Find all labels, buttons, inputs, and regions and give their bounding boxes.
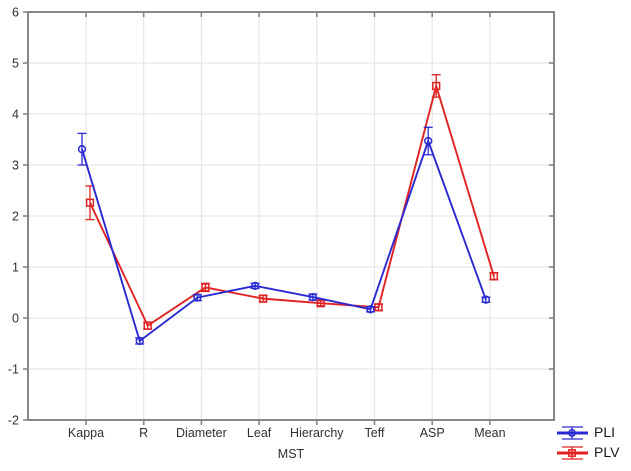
square-marker bbox=[432, 81, 441, 91]
x-category-label: Diameter bbox=[176, 426, 227, 440]
x-category-label: Leaf bbox=[247, 426, 272, 440]
y-tick-label: 0 bbox=[12, 312, 19, 326]
square-marker bbox=[143, 321, 152, 330]
square-marker bbox=[374, 303, 383, 312]
circle-marker bbox=[250, 281, 260, 291]
x-category-label: Teff bbox=[365, 426, 385, 440]
legend-item-plv: PLV bbox=[556, 443, 619, 462]
legend-label-pli: PLI bbox=[594, 424, 616, 440]
square-marker bbox=[489, 272, 499, 281]
y-tick-label: -2 bbox=[8, 414, 19, 428]
y-tick-label: 1 bbox=[12, 261, 19, 275]
square-marker bbox=[201, 283, 210, 292]
legend-item-pli: PLI bbox=[556, 423, 619, 442]
y-tick-label: 2 bbox=[12, 210, 19, 224]
y-tick-label: 6 bbox=[12, 6, 19, 20]
series-pli bbox=[77, 126, 491, 346]
y-tick-label: 5 bbox=[12, 57, 19, 71]
y-tick-label: 4 bbox=[12, 108, 19, 122]
circle-marker bbox=[135, 336, 144, 346]
series-line bbox=[89, 82, 495, 328]
legend: PLI PLV bbox=[556, 423, 619, 462]
series-line bbox=[81, 138, 487, 343]
legend-square-marker bbox=[568, 448, 576, 457]
circle-marker bbox=[193, 293, 202, 302]
x-category-label: Mean bbox=[474, 426, 505, 440]
plv-errorbar-icon bbox=[557, 445, 588, 460]
square-marker bbox=[258, 294, 268, 303]
x-category-label: R bbox=[139, 426, 148, 440]
square-marker bbox=[316, 299, 325, 308]
circle-marker bbox=[481, 295, 491, 304]
x-category-label: Hierarchy bbox=[290, 426, 344, 440]
x-category-label: Kappa bbox=[68, 426, 104, 440]
x-category-label: ASP bbox=[420, 426, 445, 440]
legend-label-plv: PLV bbox=[594, 444, 620, 460]
y-tick-label: -1 bbox=[8, 363, 19, 377]
circle-marker bbox=[308, 292, 317, 302]
y-tick-label: 3 bbox=[12, 159, 19, 173]
legend-circle-marker bbox=[568, 428, 576, 437]
pli-errorbar-icon bbox=[557, 425, 588, 440]
series-plv bbox=[85, 74, 499, 330]
square-marker bbox=[85, 198, 95, 207]
circle-marker bbox=[77, 145, 87, 154]
circle-marker bbox=[424, 136, 433, 146]
circle-marker bbox=[366, 305, 375, 314]
x-axis-title: MST bbox=[277, 447, 305, 461]
